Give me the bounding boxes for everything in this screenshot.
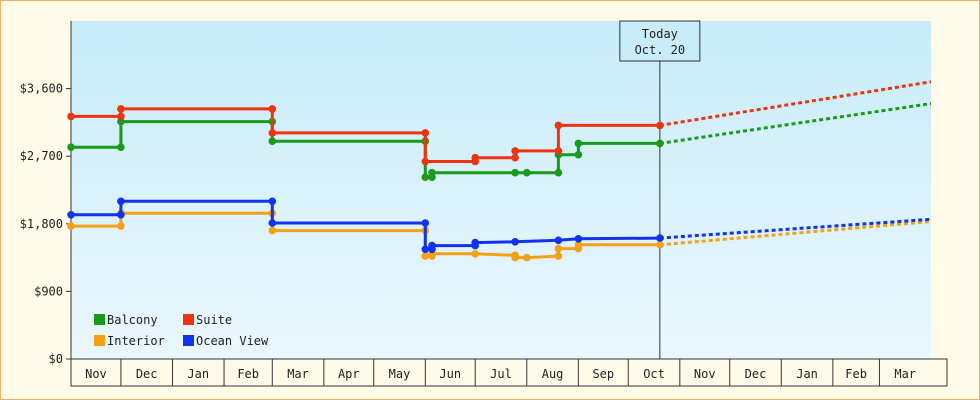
data-point[interactable] [421,219,430,227]
data-point[interactable] [523,168,531,177]
series-group [67,80,932,262]
data-point[interactable] [268,137,277,145]
data-point[interactable] [471,238,480,247]
data-point[interactable] [554,147,563,155]
x-tick-label: Sep [592,367,614,381]
data-point[interactable] [268,105,277,113]
x-tick-label: Jan [796,367,818,381]
data-point[interactable] [268,219,277,227]
data-point[interactable] [574,241,583,249]
series-suite [67,80,932,166]
today-label-box [619,20,701,62]
today-label: Today [642,27,678,41]
data-point[interactable] [117,117,125,126]
data-point[interactable] [421,157,430,166]
data-point[interactable] [511,153,519,162]
data-point[interactable] [471,153,480,162]
x-tick-label: Dec [745,367,767,381]
x-tick-label: Oct [643,367,665,381]
data-point[interactable] [117,211,125,219]
data-point[interactable] [574,139,583,148]
data-point[interactable] [67,112,75,121]
y-tick-label: $0 [49,352,63,366]
today-marker: Today Oct. 20 [619,20,701,359]
data-point[interactable] [421,252,430,260]
forecast-line-interior [659,220,932,247]
data-point[interactable] [574,235,583,243]
x-tick-label: Nov [694,367,716,381]
data-point[interactable] [554,244,563,253]
x-tick-label: Apr [338,367,360,381]
x-tick-label: Aug [542,367,564,381]
y-tick-label: $2,700 [20,149,63,163]
data-point[interactable] [511,238,519,246]
legend-label-interior: Interior [107,334,165,348]
data-point[interactable] [421,173,430,181]
data-point[interactable] [268,197,277,206]
forecast-line-suite [659,80,932,127]
x-tick-label: Mar [894,367,916,381]
data-point[interactable] [554,168,563,177]
x-tick-label: Jan [187,367,209,381]
y-tick-label: $3,600 [20,82,63,96]
x-tick-label: Dec [136,367,158,381]
data-point[interactable] [67,222,75,230]
data-point[interactable] [67,143,75,151]
legend-swatch-ocean-view [183,335,194,346]
data-point[interactable] [117,143,125,151]
forecast-line-ocean-view [659,217,932,240]
data-point[interactable] [656,121,664,130]
data-point[interactable] [117,112,125,121]
data-point[interactable] [656,241,664,249]
x-axis: Nov Dec Jan Feb Mar Apr May Jun Jul Aug Sep Oct Nov D… [70,358,948,387]
legend-swatch-suite [183,314,194,325]
legend-label-suite: Suite [196,313,232,327]
x-axis-band [70,358,948,387]
plot-area [71,21,931,359]
series-balcony [67,102,932,181]
data-point[interactable] [421,245,430,254]
y-tick-label: $900 [34,284,63,298]
legend-swatch-balcony [94,314,105,325]
data-point[interactable] [67,211,75,219]
today-date-label: Oct. 20 [635,43,686,57]
x-tick-label: Feb [237,367,259,381]
data-point[interactable] [421,129,430,137]
data-point[interactable] [428,168,436,177]
x-tick-label: Jun [439,367,461,381]
legend-swatch-interior [94,335,105,346]
series-line-suite [71,107,660,163]
data-point[interactable] [268,129,277,137]
legend-label-ocean-view: Ocean View [196,334,269,348]
data-point[interactable] [511,253,519,262]
data-point[interactable] [268,226,277,235]
x-tick-label: Jul [490,367,512,381]
data-point[interactable] [511,147,519,155]
forecast-line-balcony [659,102,932,145]
x-tick-label: Feb [845,367,867,381]
x-tick-label: Mar [287,367,309,381]
data-point[interactable] [117,105,125,113]
data-point[interactable] [574,150,583,159]
data-point[interactable] [656,139,664,148]
y-axis: $0 $900 $1,800 $2,700 $3,600 [20,21,72,366]
y-tick-label: $1,800 [20,217,63,231]
data-point[interactable] [523,253,531,262]
series-ocean-view [67,197,932,254]
data-point[interactable] [511,168,519,177]
data-point[interactable] [554,236,563,245]
data-point[interactable] [428,241,436,250]
x-tick-label: Nov [85,367,107,381]
data-point[interactable] [554,252,563,260]
x-tick-label: May [389,367,411,381]
data-point[interactable] [656,234,664,242]
data-point[interactable] [554,121,563,130]
data-point[interactable] [471,250,480,258]
data-point[interactable] [117,222,125,230]
legend: Balcony Suite Interior Ocean View [94,313,269,348]
data-point[interactable] [117,197,125,206]
legend-label-balcony: Balcony [107,313,158,327]
